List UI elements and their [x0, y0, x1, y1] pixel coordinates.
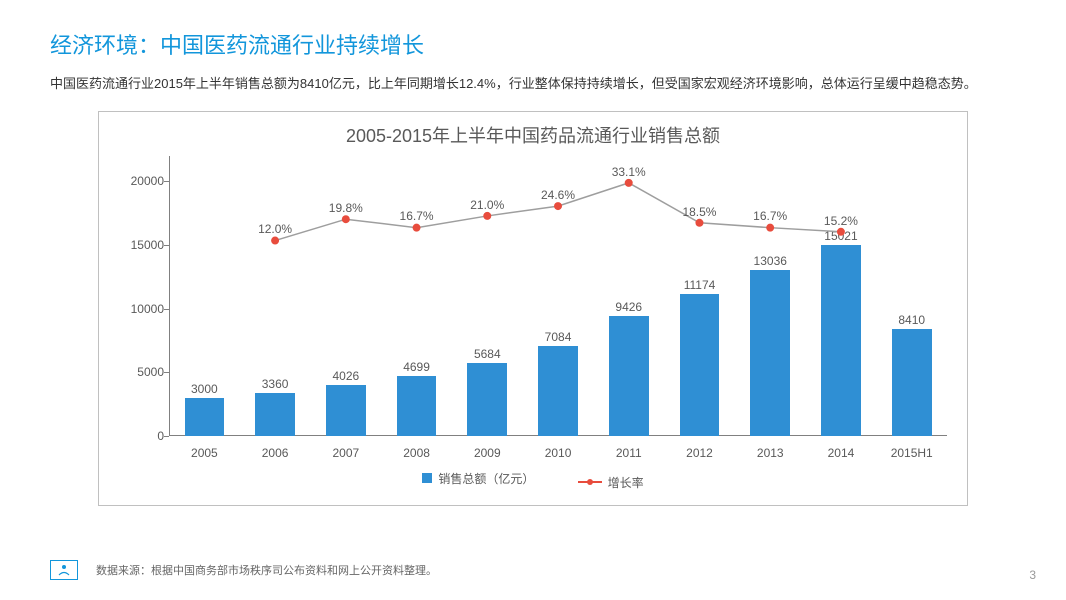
x-tick-label: 2011 [593, 442, 664, 460]
chart-legend: 销售总额（亿元） 增长率 [119, 470, 947, 491]
x-tick-label: 2005 [169, 442, 240, 460]
x-tick-label: 2006 [240, 442, 311, 460]
page-number: 3 [1029, 568, 1036, 582]
growth-value-label: 18.5% [682, 205, 716, 219]
footer-source-text: 数据来源：根据中国商务部市场秩序司公布资料和网上公开资料整理。 [96, 562, 437, 578]
y-tick-label: 0 [119, 429, 164, 443]
x-tick-label: 2013 [735, 442, 806, 460]
y-tick-mark [164, 181, 169, 182]
y-tick-label: 5000 [119, 365, 164, 379]
growth-marker [413, 223, 421, 231]
y-tick-mark [164, 372, 169, 373]
x-tick-label: 2010 [523, 442, 594, 460]
growth-value-label: 16.7% [400, 209, 434, 223]
growth-value-label: 21.0% [470, 198, 504, 212]
growth-marker [554, 202, 562, 210]
legend-label-bars: 销售总额（亿元） [438, 470, 534, 487]
legend-swatch-bar [422, 473, 432, 483]
legend-item-bars: 销售总额（亿元） [422, 470, 534, 487]
growth-value-label: 12.0% [258, 222, 292, 236]
x-tick-label: 2014 [806, 442, 877, 460]
growth-marker [766, 223, 774, 231]
page-title: 经济环境：中国医药流通行业持续增长 [50, 28, 1016, 60]
y-axis: 05000100001500020000 [119, 156, 164, 436]
chart-plot-area: 05000100001500020000 3000336040264699568… [169, 156, 947, 436]
growth-value-label: 24.6% [541, 188, 575, 202]
y-tick-mark [164, 309, 169, 310]
legend-swatch-line [578, 481, 602, 483]
growth-marker [695, 219, 703, 227]
y-tick-mark [164, 245, 169, 246]
x-tick-label: 2012 [664, 442, 735, 460]
legend-item-line: 增长率 [578, 474, 644, 491]
x-tick-label: 2008 [381, 442, 452, 460]
growth-marker [271, 236, 279, 244]
growth-marker [837, 228, 845, 236]
page-subtitle: 中国医药流通行业2015年上半年销售总额为8410亿元，比上年同期增长12.4%… [50, 74, 1016, 95]
source-icon [50, 560, 78, 580]
y-tick-label: 15000 [119, 238, 164, 252]
y-tick-label: 20000 [119, 174, 164, 188]
x-tick-label: 2015H1 [876, 442, 947, 460]
x-tick-label: 2007 [310, 442, 381, 460]
growth-value-label: 15.2% [824, 214, 858, 228]
growth-marker [342, 215, 350, 223]
x-axis-labels: 2005200620072008200920102011201220132014… [169, 442, 947, 460]
growth-value-label: 16.7% [753, 209, 787, 223]
x-tick-label: 2009 [452, 442, 523, 460]
growth-marker [625, 179, 633, 187]
footer: 数据来源：根据中国商务部市场秩序司公布资料和网上公开资料整理。 [50, 560, 1016, 580]
y-tick-label: 10000 [119, 302, 164, 316]
y-tick-mark [164, 436, 169, 437]
chart-title: 2005-2015年上半年中国药品流通行业销售总额 [119, 122, 947, 148]
growth-value-label: 19.8% [329, 201, 363, 215]
growth-value-label: 33.1% [612, 165, 646, 179]
chart-container: 2005-2015年上半年中国药品流通行业销售总额 05000100001500… [98, 111, 968, 506]
growth-marker [483, 212, 491, 220]
legend-label-line: 增长率 [608, 474, 644, 491]
